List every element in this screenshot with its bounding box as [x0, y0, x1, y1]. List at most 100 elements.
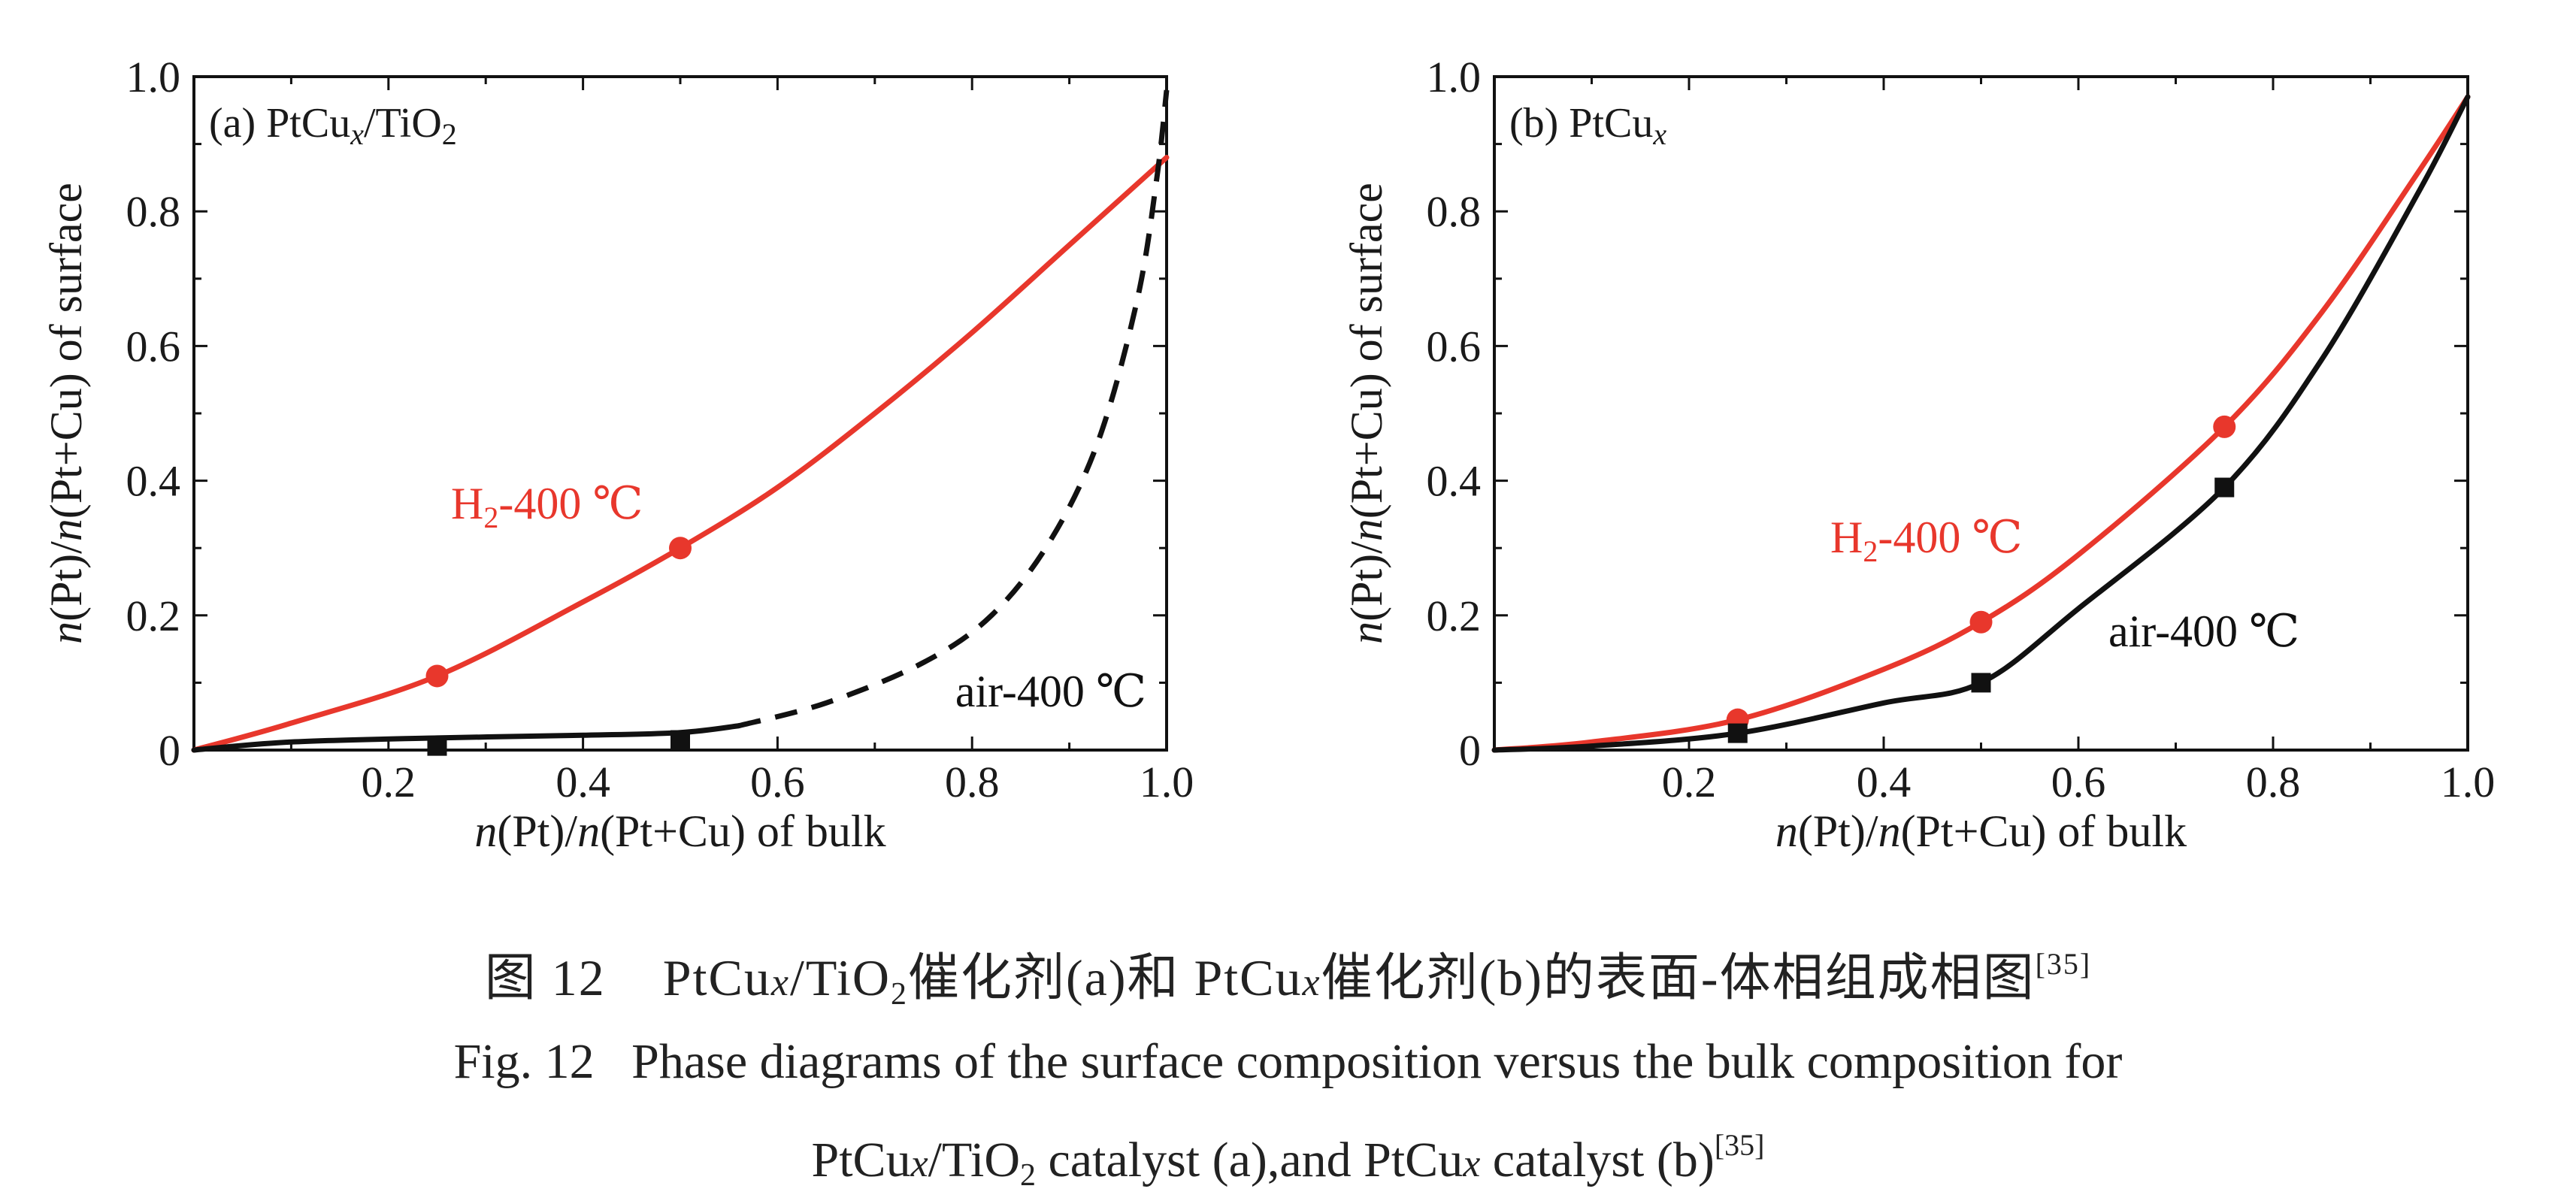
caption-english-line2: PtCux/TiO2 catalyst (a),and PtCux cataly…: [0, 1127, 2576, 1193]
x-tick-label: 1.0: [2441, 758, 2496, 806]
y-axis-title: n(Pt)/n(Pt+Cu) of surface: [1342, 183, 1391, 644]
caption-cn-part-c: 催化剂(a)和 PtCu: [908, 949, 1303, 1006]
series-line: [737, 89, 1170, 729]
chart-panel-a: 0.2 0.4 0.6 0.8 1.000.20.40.60.81.0n(Pt)/n(P…: [41, 53, 1194, 856]
series-label: air-400 ℃: [2108, 607, 2299, 656]
axis-title-italic-n: n: [1775, 806, 1798, 856]
plot-frame: [1493, 75, 2469, 752]
y-tick-label: 0.2: [1427, 591, 1482, 640]
caption-en2-part-b: /TiO: [928, 1133, 1021, 1187]
panel-title-text: (a) PtCu: [209, 100, 350, 147]
caption-cn-sub: 2: [891, 977, 908, 1012]
axis-title-italic-n: n: [41, 519, 91, 541]
x-tick-label: 0.2: [362, 758, 416, 806]
series-line: [1491, 94, 2471, 753]
data-point: [669, 537, 692, 560]
chart-panel-b: 0.2 0.4 0.6 0.8 1.000.20.40.60.81.0n(Pt)/n(P…: [1342, 53, 2495, 856]
data-point: [1727, 723, 1748, 743]
caption-chinese: 图 12 PtCux/TiO2催化剂(a)和 PtCux催化剂(b)的表面-体相…: [0, 936, 2576, 1012]
series-label: air-400 ℃: [955, 667, 1146, 716]
series-label-text: H: [451, 479, 483, 528]
data-point: [2214, 477, 2235, 498]
caption-en2-part-d: catalyst (b): [1480, 1133, 1715, 1187]
axis-title-text: (Pt)/: [1798, 806, 1878, 856]
y-tick-label: 0.4: [126, 457, 181, 506]
caption-cn-x: x: [770, 961, 790, 1004]
series-label-sub: 2: [1863, 534, 1878, 568]
caption-en2-part-c: catalyst (a),and PtCu: [1036, 1133, 1464, 1187]
caption-cn-part-b: /TiO: [789, 949, 891, 1006]
caption-cn-label: 图 12: [484, 949, 606, 1006]
series-line: [1491, 94, 2471, 753]
series-label-sub: 2: [483, 501, 498, 534]
series-label-text: -400 ℃: [1878, 513, 2022, 562]
axis-title-text: (Pt)/: [41, 541, 91, 622]
caption-cn-ref: [35]: [2035, 947, 2092, 981]
axis-title-text: (Pt)/: [1342, 541, 1391, 622]
data-point: [1969, 610, 1993, 634]
caption-english-line1: Fig. 12 Phase diagrams of the surface co…: [453, 1034, 2123, 1089]
axis-title-text: (Pt+Cu) of surface: [1342, 183, 1391, 519]
y-tick-label: 1.0: [1427, 53, 1482, 101]
x-axis-title: n(Pt)/n(Pt+Cu) of bulk: [1775, 806, 2187, 856]
y-tick-label: 0.6: [126, 322, 181, 371]
y-tick-label: 0.8: [126, 187, 181, 236]
x-tick-label: 0.6: [2051, 758, 2106, 806]
panel-title-x: x: [350, 117, 364, 151]
series-label: H2-400 ℃: [1830, 513, 2022, 568]
y-tick-label: 0: [159, 726, 180, 775]
data-point: [670, 730, 690, 750]
caption-en2-x2: x: [1463, 1142, 1481, 1185]
y-tick-label: 0.6: [1427, 322, 1482, 371]
x-tick-label: 0.6: [750, 758, 805, 806]
x-tick-label: 0.8: [2246, 758, 2301, 806]
series-label-text: -400 ℃: [498, 479, 643, 528]
x-tick-label: 0.4: [555, 758, 610, 806]
data-point: [1971, 673, 1991, 693]
axis-title-text: (Pt+Cu) of bulk: [1901, 806, 2187, 856]
axis-title-italic-n: n: [1342, 519, 1391, 541]
x-tick-label: 1.0: [1140, 758, 1194, 806]
axis-title-italic-n: n: [1342, 622, 1391, 644]
axis-title-italic-n: n: [474, 806, 497, 856]
y-tick-label: 0.4: [1427, 457, 1482, 506]
y-tick-label: 0.8: [1427, 187, 1482, 236]
axis-title-italic-n: n: [41, 622, 91, 644]
caption-en2-ref: [35]: [1714, 1128, 1765, 1162]
caption-en2-x: x: [910, 1142, 928, 1185]
x-tick-label: 0.2: [1662, 758, 1717, 806]
axis-title-italic-n: n: [577, 806, 600, 856]
data-point: [2213, 415, 2236, 438]
axis-title-text: (Pt+Cu) of surface: [41, 183, 91, 519]
panel-title-text: /TiO: [364, 100, 442, 147]
panel-title-x: x: [1652, 117, 1666, 151]
panel-title: (b) PtCux: [1509, 100, 1666, 151]
data-point: [427, 736, 447, 756]
axis-title-italic-n: n: [1878, 806, 1901, 856]
x-tick-label: 0.4: [1857, 758, 1912, 806]
x-tick-label: 0.8: [945, 758, 1000, 806]
y-axis-title: n(Pt)/n(Pt+Cu) of surface: [41, 183, 91, 644]
y-tick-label: 1.0: [126, 53, 181, 101]
caption-cn-part-d: 催化剂(b)的表面-体相组成相图: [1321, 949, 2036, 1006]
plot-frame: [192, 75, 1168, 752]
x-axis-title: n(Pt)/n(Pt+Cu) of bulk: [474, 806, 885, 856]
series-label-text: air-400 ℃: [955, 667, 1146, 716]
data-point: [425, 664, 449, 688]
series-label-text: H: [1830, 513, 1863, 562]
caption-en2-part-a: PtCu: [811, 1133, 911, 1187]
caption-cn-part-a: PtCu: [662, 949, 771, 1006]
series-label: H2-400 ℃: [451, 479, 643, 534]
axis-title-text: (Pt)/: [497, 806, 577, 856]
panel-title-text: (b) PtCu: [1509, 100, 1653, 147]
series-label-text: air-400 ℃: [2108, 607, 2299, 656]
panel-title-sub: 2: [442, 117, 457, 151]
y-tick-label: 0: [1459, 726, 1481, 775]
panel-title: (a) PtCux/TiO2: [209, 100, 457, 151]
series-line: [191, 155, 1170, 753]
axis-title-text: (Pt+Cu) of bulk: [600, 806, 886, 856]
y-tick-label: 0.2: [126, 591, 181, 640]
caption-en2-sub: 2: [1020, 1158, 1037, 1193]
caption-cn-x2: x: [1302, 961, 1321, 1004]
